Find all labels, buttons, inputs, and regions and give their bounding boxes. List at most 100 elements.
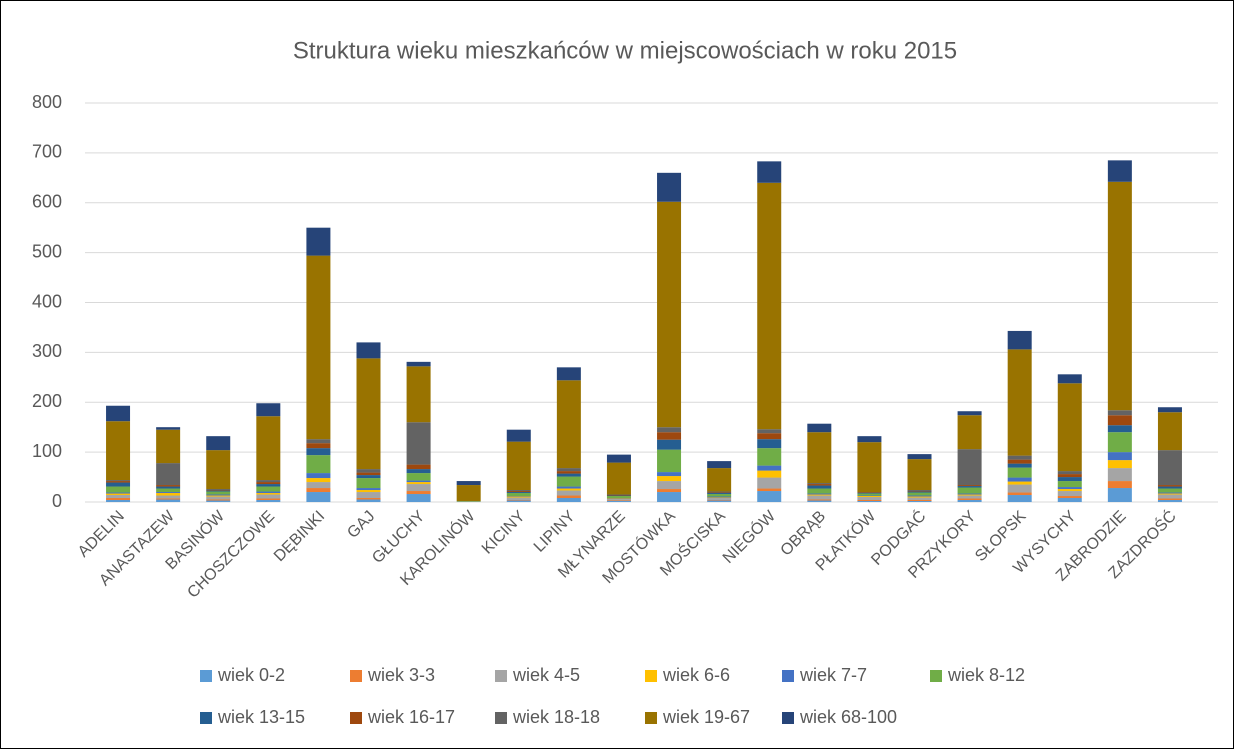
bar-segment [857, 501, 882, 502]
bar-segment [757, 470, 782, 478]
legend-label: wiek 4-5 [512, 665, 580, 685]
bar-segment [1057, 471, 1082, 475]
bar-segment [556, 367, 581, 381]
bar-segment [156, 485, 181, 487]
bar-segment [256, 482, 281, 485]
legend-swatch [350, 670, 362, 682]
bar-segment [306, 448, 331, 456]
bar-segment [356, 475, 381, 479]
bar-segment [356, 478, 381, 489]
bar-segment [1007, 481, 1032, 485]
bar-segment [957, 493, 982, 495]
bar-segment [406, 484, 431, 492]
legend-swatch [645, 670, 657, 682]
bar-segment [757, 182, 782, 430]
legend-label: wiek 68-100 [799, 707, 897, 727]
bar-segment [757, 477, 782, 489]
bar-segment [1007, 477, 1032, 482]
bar-segment [1107, 415, 1132, 426]
bar-segment [356, 490, 381, 493]
y-tick-label: 200 [32, 391, 62, 411]
bar-segment [506, 491, 531, 493]
bar-segment [1157, 492, 1182, 494]
bar-segment [1107, 425, 1132, 433]
bar-segment [256, 403, 281, 417]
bar-segment [1157, 493, 1182, 495]
bar-segment [406, 482, 431, 485]
legend-swatch [200, 670, 212, 682]
bar-segment [306, 488, 331, 493]
bar-segment [206, 496, 231, 500]
bar-segment [707, 500, 732, 502]
bar-segment [106, 480, 131, 482]
bar-segment [807, 500, 832, 502]
bar-segment [106, 421, 131, 481]
y-tick-label: 300 [32, 341, 62, 361]
bar-segment [256, 480, 281, 483]
y-tick-label: 100 [32, 441, 62, 461]
bar-segment [707, 494, 732, 497]
bar-segment [957, 485, 982, 487]
bar-segment [957, 411, 982, 416]
bar-segment [657, 476, 682, 482]
bar-segment [857, 493, 882, 496]
bar-segment [1107, 460, 1132, 469]
bar-segment [1007, 349, 1032, 456]
bar-segment [1057, 491, 1082, 497]
bar-segment [857, 497, 882, 501]
bar-segment [807, 493, 832, 495]
bar-segment [406, 494, 431, 502]
bar-segment [757, 465, 782, 471]
legend-label: wiek 3-3 [367, 665, 435, 685]
bar-segment [156, 486, 181, 489]
bar-segment [907, 492, 932, 496]
bar-segment [156, 498, 181, 500]
legend-swatch [495, 670, 507, 682]
legend-swatch [930, 670, 942, 682]
bar-segment [306, 443, 331, 449]
bar-segment [256, 416, 281, 481]
bar-segment [156, 463, 181, 486]
bar-segment [807, 483, 832, 485]
bar-segment [606, 501, 631, 502]
y-tick-label: 800 [32, 92, 62, 112]
bar-segment [957, 449, 982, 486]
bar-segment [757, 433, 782, 440]
bar-segment [356, 492, 381, 499]
bar-segment [857, 436, 882, 443]
legend-label: wiek 6-6 [662, 665, 730, 685]
bar-segment [506, 497, 531, 501]
bar-segment [106, 500, 131, 502]
bar-segment [1107, 481, 1132, 489]
legend-label: wiek 18-18 [512, 707, 600, 727]
bar-segment [106, 405, 131, 422]
bar-segment [556, 468, 581, 472]
bar-segment [406, 469, 431, 474]
bar-segment [306, 227, 331, 256]
bar-segment [807, 488, 832, 494]
bar-segment [807, 484, 832, 486]
bar-segment [106, 493, 131, 496]
bar-segment [1007, 330, 1032, 350]
bar-segment [406, 366, 431, 423]
bar-segment [657, 427, 682, 433]
bar-segment [957, 486, 982, 488]
bar-segment [957, 494, 982, 496]
bar-segment [1057, 474, 1082, 478]
bar-segment [206, 499, 231, 501]
bar-segment [206, 436, 231, 451]
bar-segment [707, 491, 732, 493]
bar-segment [406, 361, 431, 367]
bar-segment [957, 500, 982, 502]
legend-label: wiek 19-67 [662, 707, 750, 727]
bar-segment [306, 439, 331, 444]
bar-segment [556, 495, 581, 499]
bar-segment [757, 491, 782, 502]
bar-segment [907, 490, 932, 492]
bar-segment [707, 468, 732, 492]
bar-segment [206, 490, 231, 492]
bar-segment [206, 495, 231, 497]
y-tick-label: 600 [32, 192, 62, 212]
bar-segment [1107, 488, 1132, 502]
